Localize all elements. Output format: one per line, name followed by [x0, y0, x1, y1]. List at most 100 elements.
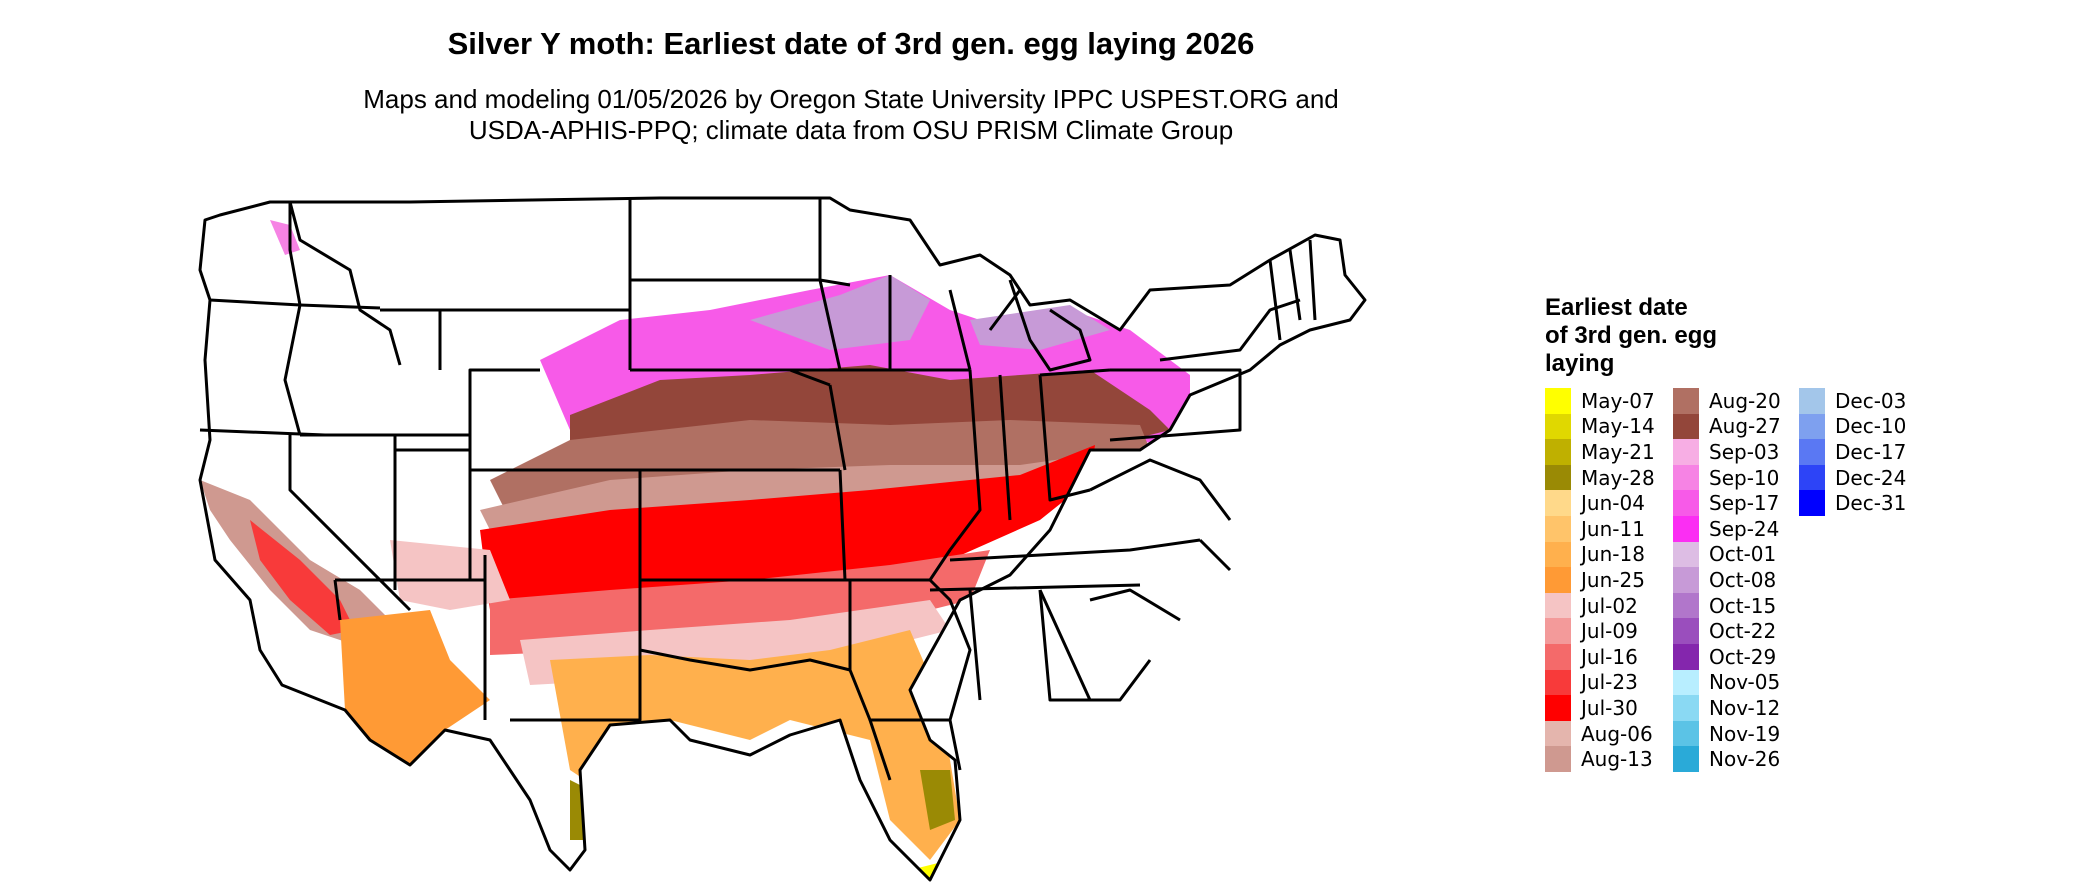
us-map	[198, 196, 1367, 882]
legend-label: Nov-26	[1709, 747, 1781, 772]
border-va	[1089, 458, 1232, 521]
band-jul-late	[480, 445, 1095, 610]
legend-swatch	[1673, 643, 1699, 670]
legend-swatch	[1673, 618, 1699, 644]
legend-label: Nov-19	[1709, 721, 1781, 746]
legend-swatch	[1545, 413, 1571, 440]
legend-swatch	[1545, 669, 1571, 696]
legend-item: Aug-13	[1545, 746, 1655, 772]
border-az-ca	[333, 579, 342, 621]
legend-swatch	[1673, 388, 1699, 414]
border-mi	[988, 279, 1092, 372]
legend-item: Sep-24	[1673, 515, 1781, 542]
legend-label: Sep-03	[1709, 439, 1780, 464]
legend-item: Oct-29	[1673, 643, 1781, 670]
legend-item: Nov-05	[1673, 669, 1781, 696]
state-borders	[198, 196, 1367, 882]
legend-item: Aug-06	[1545, 720, 1655, 747]
legend-swatch	[1545, 490, 1571, 516]
band-ca-red	[250, 520, 355, 635]
legend-item: May-21	[1545, 439, 1655, 465]
border-ia	[790, 368, 970, 471]
legend-swatch	[1673, 541, 1699, 568]
legend-label: May-21	[1581, 439, 1655, 464]
border-il	[948, 369, 982, 551]
legend-label: Jul-09	[1581, 619, 1638, 644]
legend-item: Nov-26	[1673, 746, 1781, 772]
legend-item: Sep-03	[1673, 439, 1781, 465]
legend-swatch	[1545, 592, 1571, 619]
legend-item: Sep-17	[1673, 490, 1781, 516]
legend-label: May-07	[1581, 388, 1655, 413]
legend-item: Dec-24	[1799, 464, 1907, 491]
legend-item: Jun-25	[1545, 567, 1655, 593]
legend-swatch	[1673, 413, 1699, 440]
legend-column-2: Aug-20 Aug-27 Sep-03 Sep-10 Sep-17 Sep-2…	[1673, 388, 1781, 772]
legend-swatch	[1673, 669, 1699, 696]
legend-item: Dec-17	[1799, 439, 1906, 465]
band-jul-mid	[490, 550, 990, 655]
legend-swatch	[1673, 592, 1699, 619]
border-ne-states	[1268, 239, 1317, 341]
legend-item: Jul-02	[1545, 592, 1655, 619]
legend-label: Jul-16	[1581, 644, 1638, 669]
legend-swatch	[1799, 439, 1825, 465]
legend-item: Jul-23	[1545, 669, 1655, 696]
legend-item: Nov-12	[1673, 695, 1781, 721]
border-sc-nc	[1089, 538, 1232, 622]
border-ut-co	[395, 368, 540, 452]
legend-label: Sep-24	[1709, 516, 1780, 541]
legend-swatch	[1673, 746, 1699, 772]
legend-label: Jun-11	[1581, 516, 1645, 541]
border-idaho	[283, 202, 302, 436]
band-nw-speck	[270, 220, 300, 255]
legend-item: Aug-27	[1673, 413, 1781, 440]
border-mo	[838, 469, 952, 582]
legend-swatch	[1545, 695, 1571, 721]
legend-title-line: Earliest date	[1545, 294, 1688, 321]
subtitle-line: USDA-APHIS-PPQ; climate data from OSU PR…	[468, 115, 1234, 145]
legend-label: Jul-23	[1581, 670, 1638, 695]
border-oh	[1038, 368, 1111, 502]
legend-label: Oct-01	[1709, 542, 1777, 567]
legend-swatch	[1673, 439, 1699, 465]
legend-item: Jul-16	[1545, 643, 1655, 670]
subtitle-line: Maps and modeling 01/05/2026 by Oregon S…	[363, 84, 1339, 114]
border-ca-nv	[288, 435, 412, 612]
map-title: Silver Y moth: Earliest date of 3rd gen.…	[447, 26, 1255, 61]
legend-label: Jun-25	[1581, 567, 1645, 592]
legend-label: Sep-10	[1709, 465, 1780, 490]
legend-label: Oct-29	[1709, 644, 1777, 669]
legend-label: Jun-04	[1581, 491, 1645, 516]
legend-swatch	[1799, 388, 1825, 414]
border-id-mt	[288, 201, 402, 366]
legend-swatch	[1545, 388, 1571, 414]
legend-swatch	[1545, 515, 1571, 542]
legend-title-line: of 3rd gen. egg	[1545, 322, 1718, 349]
band-az	[340, 610, 490, 765]
border-pa	[1109, 368, 1242, 442]
band-sw-pink	[390, 540, 510, 610]
band-oct-east	[970, 305, 1110, 350]
legend-swatch	[1673, 515, 1699, 542]
border-ny	[1159, 298, 1301, 362]
legend-label: Nov-12	[1709, 695, 1781, 720]
legend-item: Oct-01	[1673, 541, 1781, 568]
legend-item: Dec-10	[1799, 413, 1906, 440]
legend-swatch	[1799, 413, 1825, 440]
legend-label: Jun-18	[1581, 542, 1645, 567]
legend-label: Aug-06	[1581, 721, 1653, 746]
legend-item: Jul-09	[1545, 618, 1655, 644]
band-oct	[750, 275, 930, 350]
legend-label: Dec-03	[1835, 388, 1907, 413]
legend-swatch	[1545, 439, 1571, 465]
legend-label: Dec-24	[1835, 465, 1907, 490]
legend-swatch	[1545, 541, 1571, 568]
legend-item: Dec-03	[1799, 388, 1906, 414]
legend-item: Jun-11	[1545, 515, 1655, 542]
legend-item: May-28	[1545, 464, 1655, 491]
legend-label: Dec-31	[1835, 491, 1907, 516]
legend-swatch	[1673, 695, 1699, 721]
legend-title: Earliest date of 3rd gen. egg laying	[1545, 294, 1717, 378]
legend-item: Nov-19	[1673, 720, 1781, 747]
